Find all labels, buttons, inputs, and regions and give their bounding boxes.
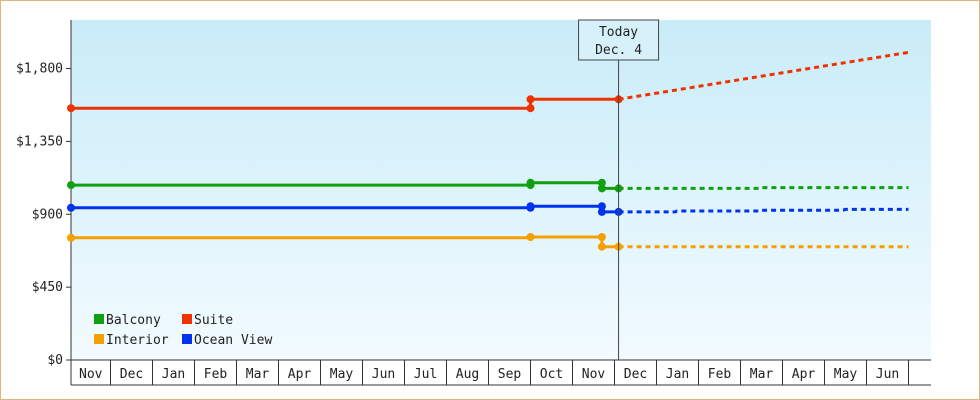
series-point-ocean-view — [67, 203, 75, 212]
month-label: Jul — [414, 367, 437, 382]
month-label: Feb — [708, 367, 732, 382]
month-label: Nov — [582, 367, 606, 382]
month-label: Jun — [372, 367, 395, 382]
legend-label-ocean-view: Ocean View — [194, 333, 272, 348]
month-label: Nov — [79, 367, 103, 382]
month-label: May — [330, 367, 354, 382]
y-tick-label: $0 — [47, 353, 63, 368]
series-point-suite — [526, 95, 535, 104]
series-point-ocean-view — [597, 207, 606, 216]
month-label: Apr — [288, 367, 312, 382]
series-forecast-ocean-view — [618, 207, 909, 214]
series-point-interior — [597, 242, 606, 251]
month-label: May — [834, 367, 858, 382]
series-forecast-balcony — [618, 186, 909, 190]
series-point-ocean-view — [526, 202, 535, 211]
month-label: Dec — [120, 367, 143, 382]
series-point-ocean-view — [597, 202, 606, 211]
legend-swatch-suite — [182, 314, 192, 324]
plot-background — [71, 20, 931, 360]
legend-swatch-balcony — [94, 314, 104, 324]
series-line-suite — [71, 97, 619, 110]
y-tick-label: $1,350 — [16, 134, 63, 149]
today-date-label: Dec. 4 — [595, 43, 642, 58]
series-point-suite — [526, 104, 535, 113]
month-label: Mar — [246, 367, 270, 382]
series-point-balcony — [597, 178, 606, 187]
month-label: Jan — [162, 367, 185, 382]
legend-label-suite: Suite — [194, 313, 233, 328]
series-point-balcony — [526, 178, 535, 187]
y-tick-label: $450 — [32, 280, 63, 295]
series-point-balcony — [67, 181, 75, 190]
month-label: Feb — [204, 367, 228, 382]
series-point-interior — [67, 233, 75, 242]
month-label: Dec — [624, 367, 647, 382]
month-label: Jan — [666, 367, 689, 382]
month-label: Aug — [456, 367, 479, 382]
month-label: Jun — [876, 367, 899, 382]
month-label: Mar — [750, 367, 774, 382]
legend-swatch-interior — [94, 334, 104, 344]
month-label: Oct — [540, 367, 563, 382]
y-tick-label: $900 — [32, 207, 63, 222]
month-label: Sep — [498, 367, 522, 382]
legend-swatch-ocean-view — [182, 334, 192, 344]
today-box — [578, 19, 660, 61]
series-point-interior — [597, 233, 606, 241]
month-label: Apr — [792, 367, 816, 382]
legend-label-balcony: Balcony — [106, 313, 161, 328]
series-point-balcony — [597, 184, 606, 193]
today-label: Today — [599, 25, 638, 40]
series-point-suite — [67, 104, 75, 113]
y-tick-label: $1,800 — [16, 62, 63, 77]
series-forecast-suite — [618, 50, 909, 101]
legend-label-interior: Interior — [106, 333, 169, 348]
series-point-interior — [526, 233, 535, 241]
